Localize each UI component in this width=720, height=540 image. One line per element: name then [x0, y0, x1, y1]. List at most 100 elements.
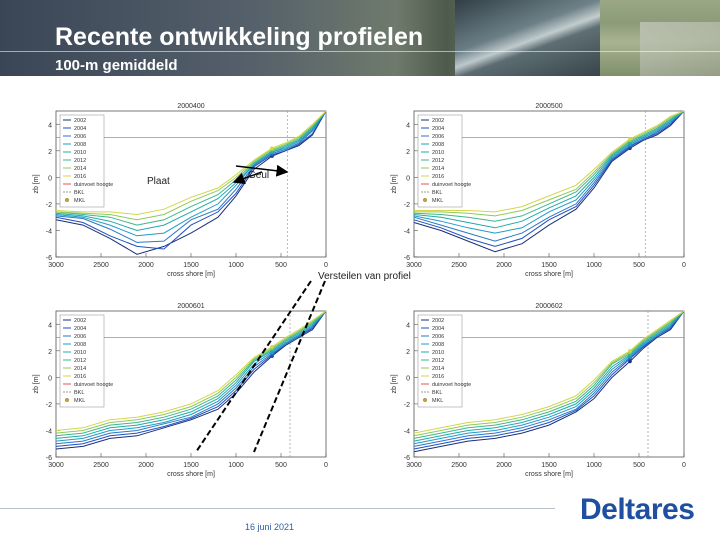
steepening-dashed-line-1	[195, 280, 312, 453]
legend-label: 2008	[432, 142, 444, 148]
x-axis-label: cross shore [m]	[525, 471, 573, 478]
mkl-point-2016	[270, 146, 274, 150]
chart-title: 2000602	[535, 303, 562, 310]
x-tick-label: 1500	[183, 462, 199, 469]
page-subtitle: 100-m gemiddeld	[55, 57, 178, 74]
y-tick-label: -2	[46, 202, 52, 209]
legend-label: 2002	[74, 118, 86, 124]
y-axis-label: zb [m]	[33, 374, 40, 393]
x-tick-label: 1500	[541, 462, 557, 469]
series-line-2002	[55, 110, 327, 255]
x-tick-label: 1500	[541, 262, 557, 269]
legend-label: 2014	[74, 366, 86, 372]
legend-label: 2002	[74, 318, 86, 324]
mkl-point-2002	[628, 359, 632, 364]
legend-label: 2008	[432, 342, 444, 348]
legend-label: 2006	[432, 134, 444, 140]
legend-label: 2010	[432, 150, 444, 156]
series-line-2014	[414, 110, 685, 217]
legend-label: 2014	[432, 166, 444, 172]
x-tick-label: 3000	[406, 462, 422, 469]
series-line-2010	[413, 110, 685, 229]
y-tick-label: -2	[404, 402, 410, 409]
series-line-2004	[55, 110, 327, 250]
series-line-2010	[413, 310, 685, 442]
series-line-2016	[414, 110, 685, 213]
y-tick-label: 0	[48, 175, 52, 182]
series-line-2016	[55, 110, 327, 216]
deltares-logo: Deltares	[580, 493, 695, 526]
y-tick-label: -4	[404, 228, 410, 235]
legend-label: 2010	[74, 150, 86, 156]
steepening-dashed-line-2	[253, 280, 326, 453]
y-tick-label: 0	[406, 175, 410, 182]
x-tick-label: 1000	[228, 262, 244, 269]
y-tick-label: -4	[46, 428, 52, 435]
series-line-2008	[55, 310, 327, 442]
legend-label: 2016	[432, 174, 444, 180]
legend-label: duinvoet hoogte	[432, 182, 471, 188]
legend-label: BKL	[432, 390, 442, 396]
legend-label: 2008	[74, 142, 86, 148]
y-tick-label: 4	[48, 122, 52, 129]
x-tick-label: 2000	[496, 462, 512, 469]
series-line-2008	[413, 310, 685, 445]
legend-label: 2002	[432, 118, 444, 124]
plaat-label: Plaat	[147, 176, 170, 187]
legend-label: 2012	[432, 158, 444, 164]
chart-panel-2000500: 4 2 0 -2 -4 -6 3000 2500 2000 1500 1000 500 0 2000500…	[388, 97, 693, 278]
page-title: Recente ontwikkeling profielen	[55, 23, 424, 51]
x-tick-label: 1000	[586, 262, 602, 269]
mkl-point-2016	[270, 345, 274, 349]
bridge-photo	[455, 0, 605, 76]
x-tick-label: 500	[275, 262, 287, 269]
series-line-2014	[55, 310, 327, 434]
series-line-2010	[55, 310, 327, 439]
x-tick-label: 1000	[586, 462, 602, 469]
x-tick-label: 3000	[48, 462, 64, 469]
chart-panel-2000400: 4 2 0 -2 -4 -6 3000 2500 2000 1500 1000 500 0 2000400…	[30, 97, 335, 278]
legend-label: MKL	[74, 198, 85, 204]
x-tick-label: 500	[275, 462, 287, 469]
legend-label: BKL	[432, 190, 442, 196]
legend-label: duinvoet hoogte	[74, 382, 113, 388]
legend-label: 2010	[432, 350, 444, 356]
series-line-2002	[413, 110, 685, 253]
y-tick-label: 0	[48, 375, 52, 382]
y-tick-label: -6	[404, 455, 410, 462]
series-line-2016	[55, 310, 327, 431]
legend-label: 2012	[432, 358, 444, 364]
legend-label: 2012	[74, 158, 86, 164]
legend-label: duinvoet hoogte	[74, 182, 113, 188]
footer-date: 16 juni 2021	[245, 522, 295, 532]
steepening-label: Versteilen van profiel	[318, 271, 411, 282]
legend-label: duinvoet hoogte	[432, 382, 471, 388]
series-line-2006	[55, 310, 327, 445]
series-line-2002	[55, 310, 327, 450]
x-tick-label: 0	[682, 262, 686, 269]
x-tick-label: 1000	[228, 462, 244, 469]
legend-marker-mkl	[423, 398, 427, 402]
legend-label: 2014	[74, 166, 86, 172]
series-line-2012	[55, 310, 327, 437]
legend-label: 2008	[74, 342, 86, 348]
y-tick-label: -2	[404, 202, 410, 209]
legend-label: BKL	[74, 390, 84, 396]
mkl-point-2016	[628, 137, 632, 141]
y-tick-label: 2	[406, 149, 410, 156]
plaat-arrow	[232, 171, 263, 185]
legend-label: 2004	[432, 326, 444, 332]
footer-divider	[0, 508, 555, 509]
x-tick-label: 500	[633, 262, 645, 269]
y-tick-label: 2	[48, 149, 52, 156]
y-tick-label: -4	[46, 228, 52, 235]
x-tick-label: 2500	[451, 262, 467, 269]
x-axis-label: cross shore [m]	[525, 271, 573, 278]
legend-label: 2016	[432, 374, 444, 380]
header-banner	[0, 0, 720, 76]
x-tick-label: 0	[324, 462, 328, 469]
legend-label: 2014	[432, 366, 444, 372]
y-tick-label: -6	[404, 255, 410, 262]
series-line-2004	[413, 110, 685, 247]
legend-label: 2016	[74, 174, 86, 180]
